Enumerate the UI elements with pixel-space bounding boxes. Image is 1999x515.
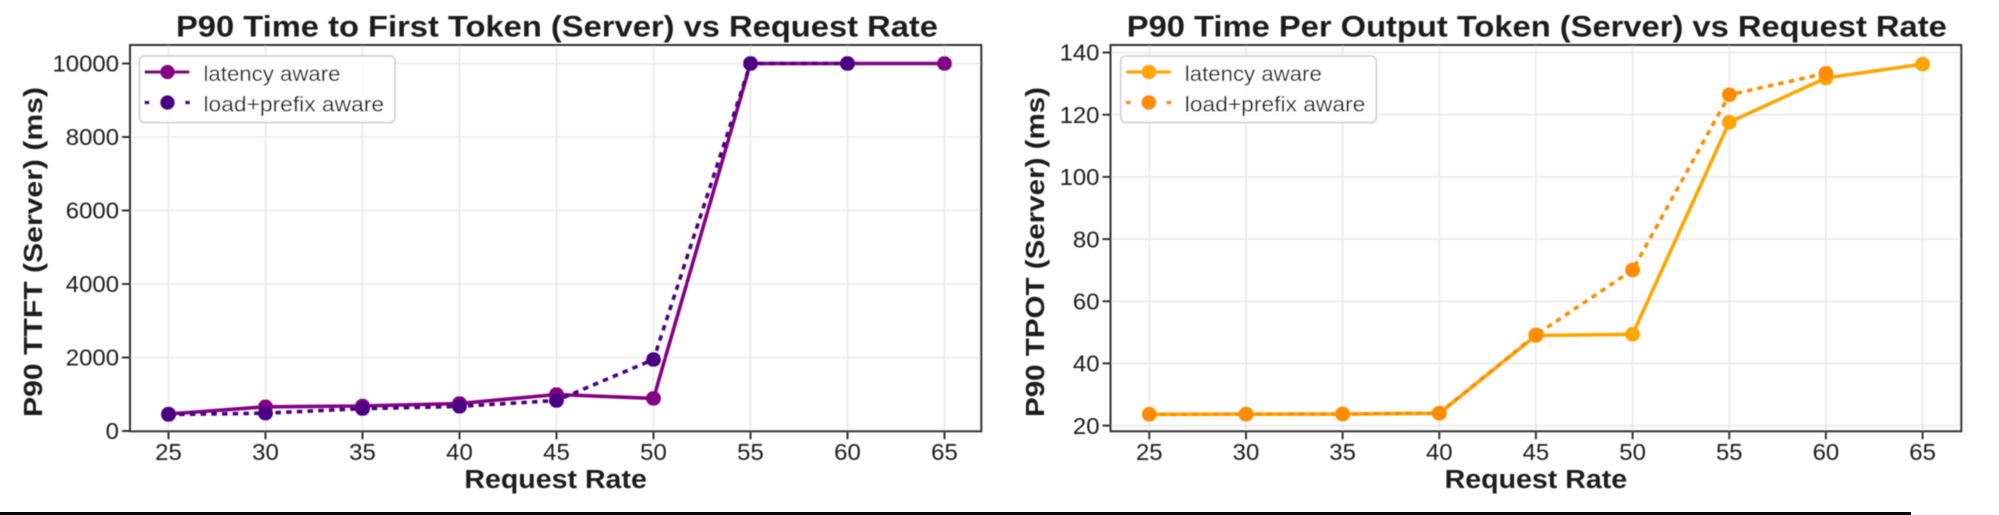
svg-text:65: 65	[1909, 439, 1936, 465]
svg-text:20: 20	[1073, 413, 1100, 439]
svg-text:35: 35	[1329, 439, 1356, 465]
svg-text:P90 Time to First Token (Serve: P90 Time to First Token (Server) vs Requ…	[176, 11, 938, 44]
svg-text:45: 45	[1523, 439, 1550, 465]
svg-text:P90 Time Per Output Token (Ser: P90 Time Per Output Token (Server) vs Re…	[1127, 11, 1947, 44]
svg-text:40: 40	[1426, 439, 1453, 465]
svg-text:Request Rate: Request Rate	[1445, 466, 1628, 494]
svg-text:120: 120	[1060, 102, 1100, 128]
svg-text:60: 60	[1813, 439, 1840, 465]
svg-text:140: 140	[1060, 40, 1100, 66]
svg-text:60: 60	[834, 439, 861, 465]
svg-text:40: 40	[1073, 351, 1100, 377]
svg-text:4000: 4000	[66, 271, 119, 297]
svg-text:60: 60	[1073, 289, 1100, 315]
svg-text:8000: 8000	[66, 124, 119, 150]
svg-text:50: 50	[640, 439, 667, 465]
svg-text:50: 50	[1619, 439, 1646, 465]
svg-text:2000: 2000	[66, 345, 119, 371]
svg-text:45: 45	[543, 439, 570, 465]
svg-text:load+prefix aware: load+prefix aware	[204, 93, 385, 117]
svg-text:0: 0	[106, 418, 119, 444]
svg-text:latency aware: latency aware	[1185, 62, 1322, 86]
svg-text:25: 25	[1136, 439, 1163, 465]
svg-text:65: 65	[931, 439, 958, 465]
svg-text:10000: 10000	[53, 51, 120, 77]
svg-text:P90 TPOT (Server) (ms): P90 TPOT (Server) (ms)	[1020, 87, 1050, 417]
svg-text:55: 55	[737, 439, 764, 465]
svg-text:40: 40	[446, 439, 473, 465]
svg-text:100: 100	[1060, 164, 1100, 190]
svg-text:Request Rate: Request Rate	[464, 466, 647, 494]
svg-text:35: 35	[349, 439, 376, 465]
svg-text:30: 30	[252, 439, 279, 465]
svg-text:30: 30	[1233, 439, 1260, 465]
svg-text:55: 55	[1716, 439, 1743, 465]
svg-text:25: 25	[155, 439, 182, 465]
svg-text:80: 80	[1073, 226, 1100, 252]
svg-text:latency aware: latency aware	[204, 62, 341, 86]
svg-text:P90 TTFT (Server) (ms): P90 TTFT (Server) (ms)	[18, 87, 48, 417]
svg-text:load+prefix aware: load+prefix aware	[1185, 93, 1366, 117]
svg-text:6000: 6000	[66, 198, 119, 224]
